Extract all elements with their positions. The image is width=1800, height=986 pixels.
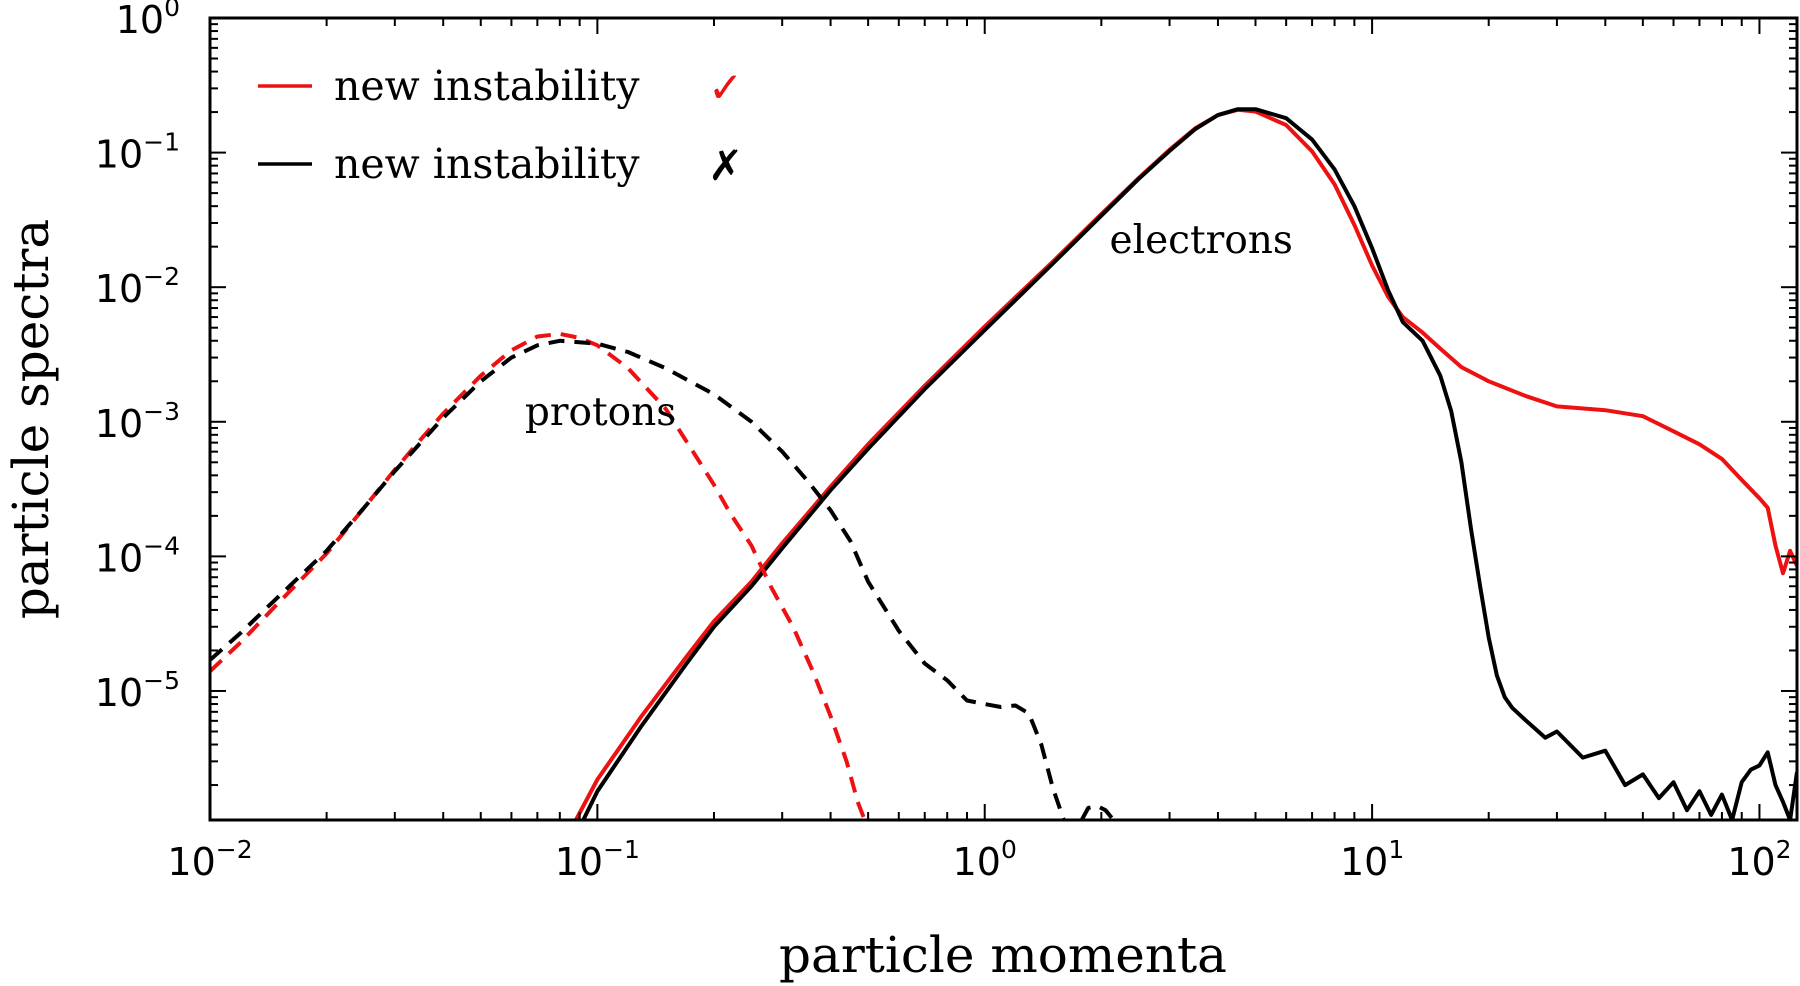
tick-labels: 10−2 10−1 100 101 102 100 10−1 10−2 10−3 10−4 10−5 (95, 0, 1792, 884)
x-tick-label: 101 (1340, 835, 1404, 884)
plot-frame (208, 16, 1799, 822)
legend-label: new instability (334, 140, 640, 188)
y-tick-label: 10−1 (95, 128, 180, 177)
electrons-solid-series-line-0 (574, 107, 1797, 820)
axis-ticks (209, 17, 1797, 820)
electrons-solid-series-line-1 (581, 107, 1797, 820)
x-axis-title: particle momenta (779, 926, 1227, 984)
y-tick-label: 100 (116, 0, 180, 42)
protons-dashed-series-line-3 (210, 338, 1066, 820)
y-tick-label: 10−4 (95, 531, 180, 580)
legend-mark: ✓ (708, 63, 743, 112)
y-tick-label: 10−2 (95, 262, 180, 311)
legend: new instability ✓ new instability ✗ (258, 62, 743, 190)
protons-dashed-series-line-2 (210, 331, 867, 820)
x-tick-label: 102 (1727, 835, 1791, 884)
annotations: electrons protons (525, 218, 1293, 435)
annotation-electrons: electrons (1110, 218, 1293, 263)
x-tick-label: 10−1 (555, 835, 640, 884)
series-layer (210, 107, 1797, 820)
annotation-protons: protons (525, 390, 676, 435)
legend-mark: ✗ (708, 141, 743, 190)
x-tick-label: 10−2 (167, 835, 252, 884)
legend-label: new instability (334, 62, 640, 110)
x-tick-label: 100 (953, 835, 1017, 884)
y-axis-title: particle spectra (2, 219, 60, 619)
y-tick-label: 10−3 (95, 397, 180, 446)
protons-dashed-series-line-4 (1079, 803, 1116, 820)
y-tick-label: 10−5 (95, 666, 180, 715)
